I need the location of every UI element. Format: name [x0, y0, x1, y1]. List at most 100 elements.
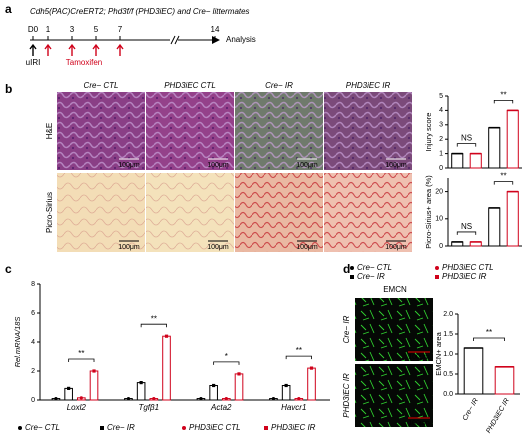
significance-label: ** — [500, 91, 506, 100]
y-tick-label: 0 — [439, 243, 443, 250]
legend-marker — [435, 275, 439, 279]
legend-marker — [18, 426, 22, 430]
histology-texture — [57, 173, 145, 252]
y-tick-label: 0 — [439, 165, 443, 172]
emcn-title: EMCN — [383, 285, 407, 294]
legend-marker — [182, 426, 186, 430]
x-tick-label: Havcr1 — [281, 403, 306, 412]
x-tick-label: PHD3iEC IR — [485, 397, 511, 434]
tamoxifen-arrow — [116, 43, 124, 56]
significance-bracket — [456, 231, 477, 235]
timeline-day: 7 — [118, 25, 123, 34]
timeline-event: Tamoxifen — [66, 58, 102, 67]
legend-label: PHD3iEC IR — [442, 272, 487, 281]
x-tick-label: Cre− IR — [462, 397, 480, 422]
legend-label: Cre− IR — [357, 272, 385, 281]
panel-label: c — [5, 262, 12, 276]
uiri-arrow — [29, 43, 37, 56]
column-label: Cre− CTL — [84, 81, 119, 90]
timeline-day: 14 — [211, 25, 220, 34]
y-tick-label: 6 — [31, 310, 35, 317]
histology-texture — [57, 92, 145, 170]
significance-bracket — [140, 323, 167, 328]
scale-bar-label: 100μm — [296, 162, 318, 169]
legend-marker — [350, 275, 354, 279]
timeline-day: 5 — [94, 25, 99, 34]
significance-bracket — [68, 358, 95, 362]
bar — [64, 387, 73, 401]
point — [199, 396, 203, 401]
scale-bar-label: 100μm — [207, 244, 229, 251]
histology-texture — [235, 173, 323, 252]
row-label: Cre− IR — [342, 315, 351, 343]
point — [309, 366, 314, 370]
point — [79, 396, 83, 400]
legend-label: PHD3iEC IR — [271, 423, 316, 432]
legend-label: PHD3iEC CTL — [442, 263, 494, 272]
tamoxifen-arrow — [92, 43, 100, 56]
panel-title: Cdh5(PAC)CreERT2; Phd3f/f (PHD3iEC) and … — [30, 7, 250, 16]
legend-label: PHD3iEC CTL — [189, 423, 241, 432]
scale-bar-label: 100μm — [207, 162, 229, 169]
row-label: H&E — [45, 123, 54, 139]
emcn-texture — [355, 364, 433, 427]
legend-marker — [264, 426, 268, 430]
significance-bracket — [473, 337, 505, 341]
point — [212, 383, 216, 388]
histology-texture — [235, 92, 323, 170]
significance-bracket — [493, 181, 514, 185]
point — [67, 386, 71, 390]
point — [224, 396, 228, 401]
x-tick-label: Tgfβ1 — [138, 403, 159, 412]
legend-label: Cre− IR — [107, 423, 135, 432]
panel-label: d — [343, 262, 350, 276]
row-label: Picro-Sirius — [45, 192, 54, 233]
row-label: PHD3iEC IR — [342, 373, 351, 418]
legend-label: Cre− CTL — [25, 423, 60, 432]
y-tick-label: 2 — [31, 368, 35, 375]
column-label: PHD3iEC IR — [346, 81, 391, 90]
tamoxifen-arrow — [44, 43, 52, 56]
significance-label: NS — [461, 134, 472, 143]
y-tick-label: 3 — [439, 122, 443, 129]
legend-marker — [350, 266, 354, 270]
point — [92, 369, 96, 373]
histology-texture — [324, 92, 412, 170]
significance-label: ** — [78, 349, 84, 358]
bar — [506, 191, 519, 247]
y-axis-label: Injury score — [424, 113, 433, 152]
y-tick-label: 1.0 — [443, 351, 453, 358]
point — [284, 383, 288, 388]
scale-bar-label: 100μm — [118, 162, 140, 169]
y-tick-label: 0.0 — [443, 391, 453, 398]
y-tick-label: 4 — [31, 339, 35, 346]
histology-texture — [146, 92, 234, 170]
histology-texture — [324, 173, 412, 252]
bar — [451, 153, 464, 169]
panel-label: b — [5, 82, 12, 96]
scale-bar-label: 100μm — [118, 244, 140, 251]
scale-bar-label: 100μm — [408, 354, 430, 361]
point — [152, 396, 156, 401]
y-axis-label: Picro-Sirius+ area (%) — [424, 175, 433, 249]
significance-label: * — [225, 352, 228, 361]
y-tick-label: 0.5 — [443, 371, 453, 378]
point — [139, 381, 143, 385]
y-tick-label: 5 — [439, 93, 443, 100]
point — [126, 396, 131, 401]
significance-label: ** — [486, 328, 492, 337]
legend-marker — [435, 266, 439, 270]
timeline-end: Analysis — [226, 35, 256, 44]
point — [237, 372, 241, 376]
y-tick-label: 8 — [31, 281, 35, 288]
y-tick-label: 2.0 — [443, 311, 453, 318]
timeline-event: uIRI — [26, 58, 41, 67]
bar — [162, 335, 171, 401]
panel-label: a — [5, 2, 12, 16]
y-tick-label: 10 — [435, 216, 443, 223]
point — [297, 396, 301, 401]
point — [54, 396, 58, 401]
bar — [89, 370, 99, 401]
significance-label: ** — [296, 346, 302, 355]
y-axis-label: Rel.mRNA/18S — [13, 317, 22, 368]
